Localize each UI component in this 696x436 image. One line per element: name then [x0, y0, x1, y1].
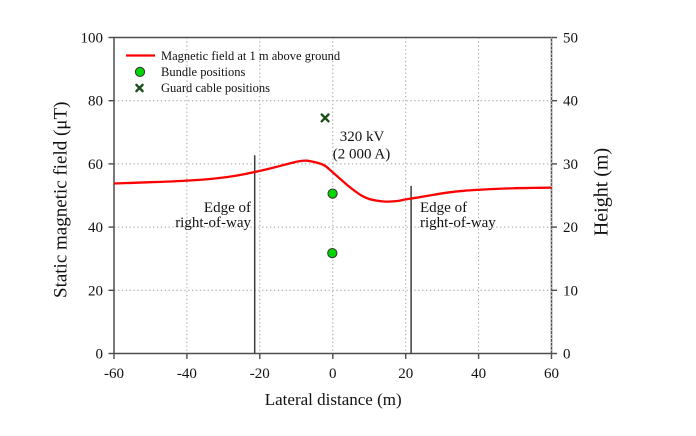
svg-text:Magnetic field at 1 m above gr: Magnetic field at 1 m above ground — [161, 49, 341, 63]
svg-text:Height (m): Height (m) — [591, 148, 613, 236]
svg-text:60: 60 — [88, 157, 103, 173]
svg-text:-60: -60 — [104, 366, 124, 382]
svg-text:0: 0 — [329, 366, 337, 382]
svg-text:40: 40 — [471, 366, 486, 382]
svg-text:right-of-way: right-of-way — [420, 215, 496, 231]
svg-text:40: 40 — [88, 220, 103, 236]
svg-text:20: 20 — [88, 283, 103, 299]
svg-text:Edge of: Edge of — [204, 200, 251, 216]
svg-text:80: 80 — [88, 94, 103, 110]
svg-text:Edge of: Edge of — [420, 200, 467, 216]
svg-text:Static magnetic field (μT): Static magnetic field (μT) — [51, 102, 72, 298]
svg-text:320 kV: 320 kV — [340, 129, 385, 145]
svg-text:Guard cable positions: Guard cable positions — [161, 81, 270, 95]
svg-text:Bundle positions: Bundle positions — [161, 65, 246, 79]
svg-text:0: 0 — [96, 347, 104, 363]
svg-text:20: 20 — [563, 220, 578, 236]
svg-text:60: 60 — [544, 366, 559, 382]
svg-text:10: 10 — [563, 283, 578, 299]
svg-text:40: 40 — [563, 94, 578, 110]
svg-text:20: 20 — [398, 366, 413, 382]
svg-text:-40: -40 — [177, 366, 197, 382]
svg-text:30: 30 — [563, 157, 578, 173]
svg-text:-20: -20 — [250, 366, 270, 382]
svg-text:right-of-way: right-of-way — [175, 215, 251, 231]
svg-text:0: 0 — [563, 347, 571, 363]
svg-text:50: 50 — [563, 31, 578, 47]
svg-text:Lateral distance (m): Lateral distance (m) — [265, 390, 402, 409]
svg-text:(2 000 A): (2 000 A) — [333, 146, 391, 162]
svg-text:100: 100 — [81, 31, 104, 47]
